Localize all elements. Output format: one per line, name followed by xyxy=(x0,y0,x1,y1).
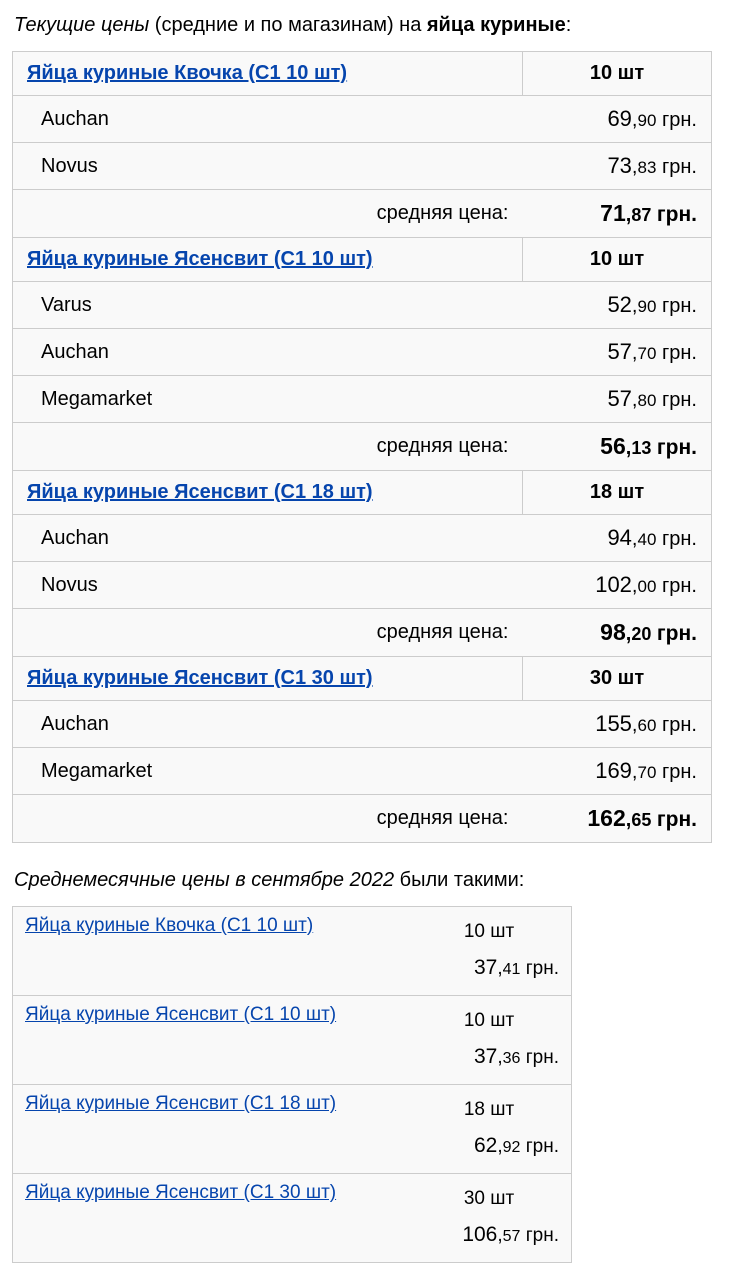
store-name: Auchan xyxy=(13,515,523,562)
store-price: 73,83 грн. xyxy=(523,143,712,190)
average-label: средняя цена: xyxy=(13,609,523,657)
history-heading-suffix: были такими: xyxy=(394,869,524,891)
heading-suffix: : xyxy=(566,14,572,36)
average-label: средняя цена: xyxy=(13,190,523,238)
store-name: Megamarket xyxy=(13,376,523,423)
store-price: 52,90 грн. xyxy=(523,282,712,329)
average-price: 71,87 грн. xyxy=(523,190,712,238)
history-value-cell: 10 шт37,36 грн. xyxy=(407,995,572,1084)
store-name: Megamarket xyxy=(13,748,523,795)
store-price: 169,70 грн. xyxy=(523,748,712,795)
store-name: Auchan xyxy=(13,701,523,748)
average-price: 98,20 грн. xyxy=(523,609,712,657)
history-row: Яйца куриные Квочка (С1 10 шт) 10 шт37,41… xyxy=(13,907,572,996)
store-name: Novus xyxy=(13,143,523,190)
product-link[interactable]: Яйца куриные Ясенсвит (С1 18 шт) xyxy=(27,481,373,503)
average-row: средняя цена:162,65 грн. xyxy=(13,795,712,843)
product-name-cell: Яйца куриные Ясенсвит (С1 18 шт) xyxy=(13,471,523,515)
history-value-cell: 18 шт62,92 грн. xyxy=(407,1084,572,1173)
store-row: Novus73,83 грн. xyxy=(13,143,712,190)
store-price: 155,60 грн. xyxy=(523,701,712,748)
product-link[interactable]: Яйца куриные Квочка (С1 10 шт) xyxy=(27,62,347,84)
product-link[interactable]: Яйца куриные Ясенсвит (С1 30 шт) xyxy=(27,667,373,689)
history-product-link[interactable]: Яйца куриные Ясенсвит (С1 30 шт) xyxy=(25,1182,336,1203)
average-row: средняя цена:71,87 грн. xyxy=(13,190,712,238)
history-name-cell: Яйца куриные Ясенсвит (С1 10 шт) xyxy=(13,995,408,1084)
store-price: 57,70 грн. xyxy=(523,329,712,376)
history-product-link[interactable]: Яйца куриные Квочка (С1 10 шт) xyxy=(25,915,313,936)
product-header-row: Яйца куриные Квочка (С1 10 шт) 10 шт xyxy=(13,52,712,96)
store-row: Varus52,90 грн. xyxy=(13,282,712,329)
average-price: 162,65 грн. xyxy=(523,795,712,843)
product-qty-cell: 30 шт xyxy=(523,657,712,701)
history-name-cell: Яйца куриные Квочка (С1 10 шт) xyxy=(13,907,408,996)
product-qty-cell: 10 шт xyxy=(523,52,712,96)
average-row: средняя цена:56,13 грн. xyxy=(13,423,712,471)
history-value-cell: 30 шт106,57 грн. xyxy=(407,1173,572,1262)
product-header-row: Яйца куриные Ясенсвит (С1 18 шт) 18 шт xyxy=(13,471,712,515)
average-price: 56,13 грн. xyxy=(523,423,712,471)
store-price: 102,00 грн. xyxy=(523,562,712,609)
history-row: Яйца куриные Ясенсвит (С1 10 шт) 10 шт37,… xyxy=(13,995,572,1084)
product-name-cell: Яйца куриные Квочка (С1 10 шт) xyxy=(13,52,523,96)
store-price: 69,90 грн. xyxy=(523,96,712,143)
product-name-cell: Яйца куриные Ясенсвит (С1 10 шт) xyxy=(13,238,523,282)
history-product-link[interactable]: Яйца куриные Ясенсвит (С1 18 шт) xyxy=(25,1093,336,1114)
store-name: Auchan xyxy=(13,96,523,143)
history-prices-table: Яйца куриные Квочка (С1 10 шт) 10 шт37,41… xyxy=(12,906,572,1263)
current-prices-table: Яйца куриные Квочка (С1 10 шт)10 штAucha… xyxy=(12,51,712,843)
product-link[interactable]: Яйца куриные Ясенсвит (С1 10 шт) xyxy=(27,248,373,270)
product-name-cell: Яйца куриные Ясенсвит (С1 30 шт) xyxy=(13,657,523,701)
heading-prefix: Текущие цены xyxy=(14,14,149,36)
store-name: Auchan xyxy=(13,329,523,376)
product-qty-cell: 18 шт xyxy=(523,471,712,515)
store-name: Novus xyxy=(13,562,523,609)
current-prices-heading: Текущие цены (средние и по магазинам) на… xyxy=(14,14,740,37)
product-header-row: Яйца куриные Ясенсвит (С1 10 шт) 10 шт xyxy=(13,238,712,282)
heading-mid: (средние и по магазинам) на xyxy=(149,14,427,36)
store-name: Varus xyxy=(13,282,523,329)
average-label: средняя цена: xyxy=(13,795,523,843)
history-heading-em: Среднемесячные цены в сентябре 2022 xyxy=(14,869,394,891)
average-row: средняя цена:98,20 грн. xyxy=(13,609,712,657)
store-price: 94,40 грн. xyxy=(523,515,712,562)
average-label: средняя цена: xyxy=(13,423,523,471)
store-row: Auchan155,60 грн. xyxy=(13,701,712,748)
store-row: Auchan57,70 грн. xyxy=(13,329,712,376)
history-row: Яйца куриные Ясенсвит (С1 30 шт) 30 шт106… xyxy=(13,1173,572,1262)
history-product-link[interactable]: Яйца куриные Ясенсвит (С1 10 шт) xyxy=(25,1004,336,1025)
store-row: Auchan94,40 грн. xyxy=(13,515,712,562)
store-row: Megamarket169,70 грн. xyxy=(13,748,712,795)
history-value-cell: 10 шт37,41 грн. xyxy=(407,907,572,996)
heading-product: яйца куриные xyxy=(427,14,566,36)
store-row: Megamarket57,80 грн. xyxy=(13,376,712,423)
history-name-cell: Яйца куриные Ясенсвит (С1 18 шт) xyxy=(13,1084,408,1173)
store-price: 57,80 грн. xyxy=(523,376,712,423)
store-row: Novus102,00 грн. xyxy=(13,562,712,609)
store-row: Auchan69,90 грн. xyxy=(13,96,712,143)
history-name-cell: Яйца куриные Ясенсвит (С1 30 шт) xyxy=(13,1173,408,1262)
history-heading: Среднемесячные цены в сентябре 2022 были… xyxy=(14,869,740,892)
history-row: Яйца куриные Ясенсвит (С1 18 шт) 18 шт62,… xyxy=(13,1084,572,1173)
product-qty-cell: 10 шт xyxy=(523,238,712,282)
product-header-row: Яйца куриные Ясенсвит (С1 30 шт) 30 шт xyxy=(13,657,712,701)
